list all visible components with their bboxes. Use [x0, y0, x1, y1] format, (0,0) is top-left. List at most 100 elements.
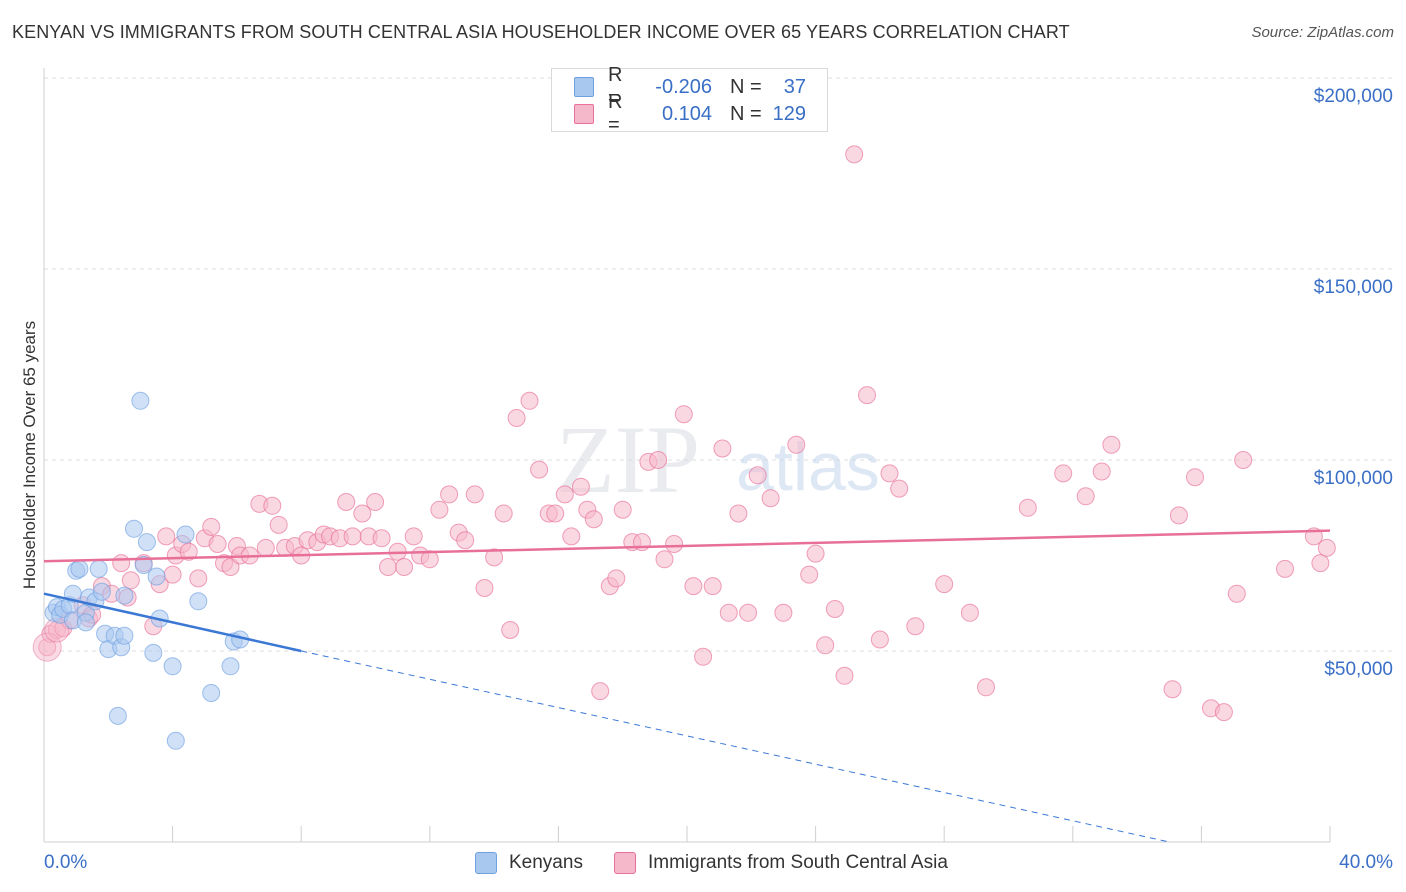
- immigrants-point: [825, 600, 844, 618]
- legend-row-immigrants: R = 0.104 N = 129: [574, 91, 806, 136]
- immigrants-point: [694, 647, 713, 666]
- kenyans-point: [166, 731, 185, 750]
- kenyans-point: [89, 559, 108, 578]
- immigrants-point: [1102, 435, 1121, 454]
- immigrants-point: [584, 510, 603, 529]
- immigrants-point: [456, 531, 475, 550]
- immigrants-point: [739, 603, 758, 622]
- immigrants-point: [713, 439, 732, 458]
- legend-swatch-immigrants: [574, 104, 594, 124]
- immigrants-point: [1186, 468, 1204, 487]
- legend-label-immigrants: Immigrants from South Central Asia: [648, 852, 948, 873]
- immigrants-point: [1018, 498, 1037, 517]
- immigrants-point: [684, 577, 703, 596]
- kenyans-point: [76, 613, 95, 632]
- axes: [43, 68, 1331, 843]
- immigrants-point: [520, 391, 539, 410]
- n-label: N =: [730, 75, 762, 98]
- y-tick-100000: $100,000: [1313, 468, 1393, 489]
- immigrants-point: [977, 678, 995, 697]
- kenyans-point: [147, 567, 166, 586]
- immigrants-point: [1054, 464, 1073, 483]
- kenyans-point: [221, 657, 240, 676]
- y-tick-50000: $50,000: [1324, 659, 1393, 680]
- kenyans-point: [189, 592, 208, 611]
- immigrants-point: [1234, 451, 1253, 469]
- immigrants-point: [221, 558, 240, 576]
- watermark-zip: ZIP: [556, 406, 700, 513]
- immigrants-point: [787, 435, 806, 454]
- immigrants-point: [202, 517, 221, 536]
- immigrants-point: [263, 496, 282, 515]
- immigrants-point: [880, 464, 899, 483]
- kenyans-point: [137, 533, 156, 552]
- correlation-legend: R = -0.206 N = 37 R = 0.104 N = 129: [551, 64, 828, 136]
- kenyans-point: [131, 391, 150, 410]
- immigrants-point: [395, 558, 414, 576]
- series-legend: Kenyans Immigrants from South Central As…: [0, 852, 1406, 878]
- immigrants-point: [761, 489, 780, 508]
- immigrants-point: [613, 500, 632, 519]
- immigrants-point: [256, 538, 275, 557]
- immigrants-point: [121, 571, 140, 590]
- immigrants-point: [163, 565, 182, 584]
- immigrants-point: [1311, 554, 1330, 573]
- immigrants-point: [729, 504, 748, 523]
- immigrants-point: [1169, 506, 1188, 525]
- y-tick-150000: $150,000: [1313, 277, 1393, 298]
- r-value-immigrants: 0.104: [661, 102, 712, 125]
- immigrants-point: [870, 630, 889, 649]
- legend-item-kenyans[interactable]: Kenyans: [475, 852, 583, 874]
- immigrants-point: [719, 603, 738, 622]
- immigrants-point: [858, 386, 876, 405]
- kenyans-point: [92, 582, 111, 601]
- n-value-kenyans: 37: [783, 75, 806, 98]
- immigrants-point: [475, 579, 494, 597]
- x-tick-0: 0.0%: [44, 852, 88, 873]
- kenyans-point: [115, 626, 134, 645]
- immigrants-point: [703, 577, 722, 596]
- immigrants-point: [269, 515, 288, 534]
- immigrants-point: [179, 542, 198, 561]
- chart-title: KENYAN VS IMMIGRANTS FROM SOUTH CENTRAL …: [12, 22, 1070, 42]
- r-label: R =: [608, 91, 623, 136]
- immigrants-point: [404, 527, 423, 546]
- immigrants-point: [494, 504, 513, 523]
- immigrants-point: [665, 535, 684, 553]
- immigrants-point: [353, 504, 372, 523]
- immigrants-point: [366, 493, 385, 511]
- r-value-kenyans: -0.206: [655, 75, 712, 98]
- immigrants-point: [562, 527, 581, 546]
- kenyans-point: [176, 525, 195, 544]
- n-value-immigrants: 129: [772, 102, 806, 125]
- n-label: N =: [730, 102, 762, 125]
- immigrants-point: [440, 485, 459, 504]
- kenyans-point: [134, 556, 153, 574]
- immigrants-point: [935, 575, 954, 594]
- immigrants-point: [546, 504, 565, 523]
- immigrants-point: [1227, 584, 1246, 603]
- immigrants-point: [343, 527, 362, 546]
- legend-item-immigrants[interactable]: Immigrants from South Central Asia: [614, 852, 948, 874]
- immigrants-point: [112, 554, 131, 573]
- kenyans-point: [144, 643, 163, 662]
- chart-source: Source: ZipAtlas.com: [1251, 24, 1394, 41]
- kenyans-point: [108, 706, 127, 725]
- immigrants-point: [816, 636, 835, 655]
- series-immigrants-points: [32, 145, 1336, 722]
- kenyans-point: [70, 559, 89, 578]
- legend-label-kenyans: Kenyans: [509, 852, 583, 873]
- kenyans-trend-line: [43, 592, 302, 653]
- immigrants-point: [530, 460, 549, 479]
- immigrants-point: [372, 529, 391, 548]
- immigrants-point: [906, 617, 925, 636]
- immigrants-point: [430, 500, 449, 519]
- immigrants-point: [1276, 559, 1294, 578]
- immigrants-point: [960, 603, 979, 622]
- immigrants-point: [655, 550, 674, 569]
- immigrants-trend-line: [43, 529, 1331, 563]
- immigrants-point: [800, 565, 819, 584]
- immigrants-point: [835, 666, 854, 685]
- kenyans-point: [163, 657, 182, 676]
